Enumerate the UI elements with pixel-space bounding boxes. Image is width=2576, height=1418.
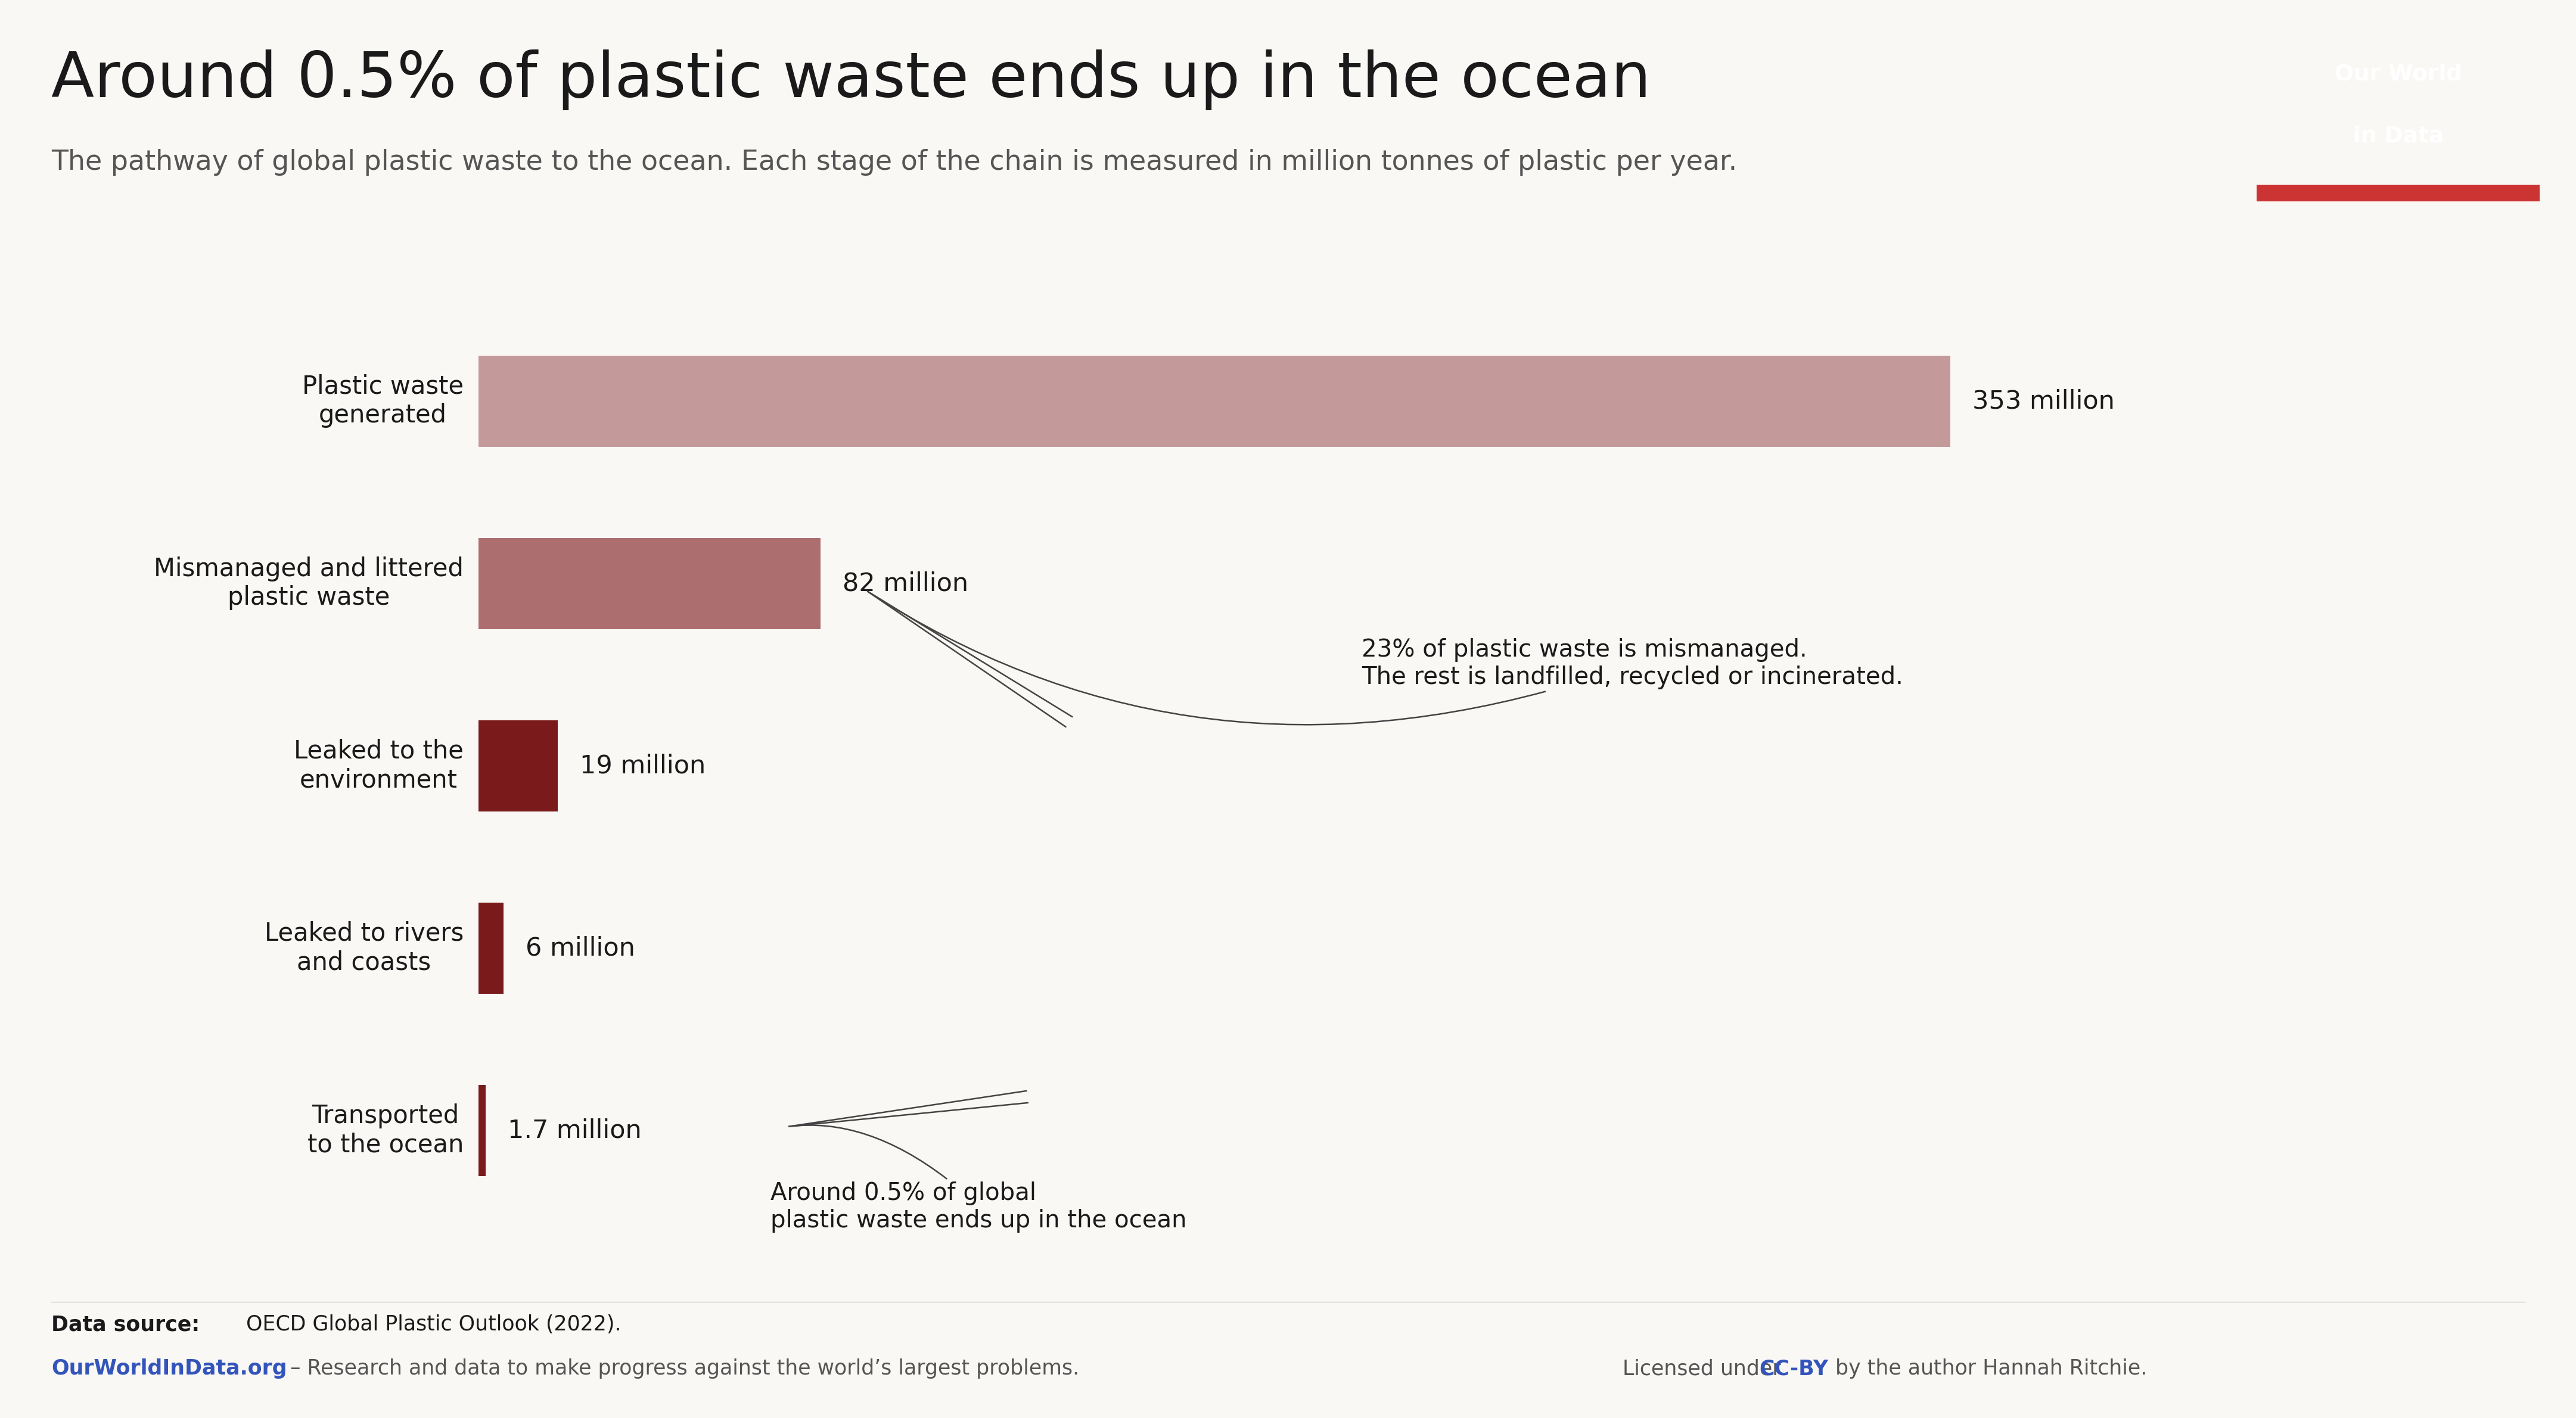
- Text: OurWorldInData.org: OurWorldInData.org: [52, 1358, 286, 1378]
- Text: Transported
to the ocean: Transported to the ocean: [307, 1103, 464, 1157]
- Text: Around 0.5% of global
plastic waste ends up in the ocean: Around 0.5% of global plastic waste ends…: [770, 1090, 1188, 1232]
- Text: Mismanaged and littered
plastic waste: Mismanaged and littered plastic waste: [155, 556, 464, 610]
- Text: 353 million: 353 million: [1973, 389, 2115, 414]
- Text: Licensed under: Licensed under: [1623, 1358, 1788, 1378]
- Bar: [479, 356, 1950, 447]
- Text: 19 million: 19 million: [580, 753, 706, 778]
- Bar: [479, 902, 502, 994]
- Text: The pathway of global plastic waste to the ocean. Each stage of the chain is mea: The pathway of global plastic waste to t…: [52, 149, 1736, 176]
- Text: 6 million: 6 million: [526, 936, 636, 960]
- Text: 1.7 million: 1.7 million: [507, 1117, 641, 1143]
- Text: by the author Hannah Ritchie.: by the author Hannah Ritchie.: [1829, 1358, 2148, 1378]
- Text: Around 0.5% of plastic waste ends up in the ocean: Around 0.5% of plastic waste ends up in …: [52, 50, 1651, 111]
- Text: Plastic waste
generated: Plastic waste generated: [301, 374, 464, 428]
- Text: 23% of plastic waste is mismanaged.
The rest is landfilled, recycled or incinera: 23% of plastic waste is mismanaged. The …: [868, 591, 1904, 727]
- Text: Our World: Our World: [2334, 64, 2463, 85]
- Text: Data source:: Data source:: [52, 1314, 201, 1334]
- Bar: [479, 537, 819, 630]
- Bar: [479, 1085, 484, 1176]
- Bar: [479, 720, 556, 811]
- Text: Leaked to rivers
and coasts: Leaked to rivers and coasts: [265, 922, 464, 976]
- Text: in Data: in Data: [2352, 125, 2445, 146]
- Text: OECD Global Plastic Outlook (2022).: OECD Global Plastic Outlook (2022).: [240, 1314, 621, 1334]
- Text: – Research and data to make progress against the world’s largest problems.: – Research and data to make progress aga…: [283, 1358, 1079, 1378]
- Text: Leaked to the
environment: Leaked to the environment: [294, 739, 464, 793]
- Bar: [2257, 184, 2540, 201]
- Text: CC-BY: CC-BY: [1759, 1358, 1829, 1378]
- Text: 82 million: 82 million: [842, 571, 969, 596]
